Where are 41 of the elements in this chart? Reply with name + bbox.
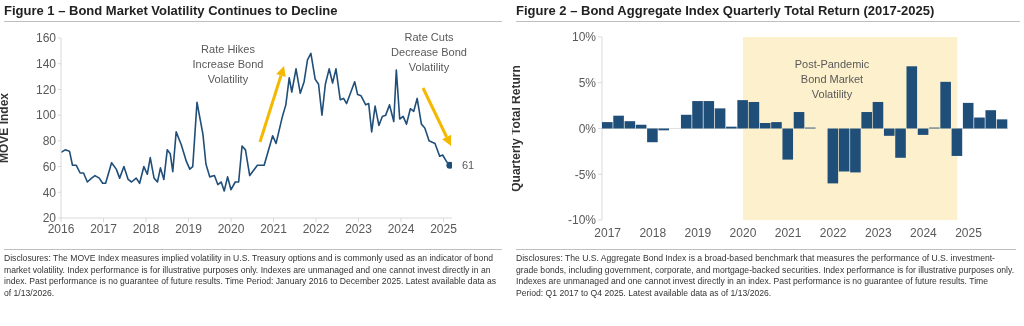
x-tick-label: 2024 [910, 225, 938, 240]
y-axis-title: Quarterly Total Return [509, 65, 524, 192]
y-tick-label: 40 [42, 185, 57, 200]
y-tick-label: 100 [35, 108, 57, 123]
chart-title: Figure 1 – Bond Market Volatility Continues to Decline [4, 3, 502, 22]
y-tick-label: 0% [578, 121, 597, 136]
x-tick-label: 2024 [387, 221, 415, 236]
x-tick-label: 2019 [684, 225, 712, 240]
x-tick-label: 2023 [345, 221, 373, 236]
y-tick-label: -10% [567, 213, 597, 228]
x-tick-label: 2017 [90, 221, 118, 236]
x-tick-label: 2018 [639, 225, 667, 240]
x-tick-label: 2017 [594, 225, 622, 240]
chart-title: Figure 2 – Bond Aggregate Index Quarterly Total Return (2017-2025) [516, 3, 1020, 22]
band-label: Post-Pandemic Bond Market Volatility [793, 57, 871, 102]
text: Disclosures: The U.S. Aggregate Bond Index is a broad-based benchmark that measures the performance of U.S. investment-grade bonds, including government, corporate, and mortgage-backed securities. Index performance is for illustrative purposes only. Indexes are unmanaged and one cannot invest directly in an index. Past performance is no guarantee of future results. Time Period: Q1 2017 to Q4 2025. Latest available data as of 1/13/2026. [516, 249, 1016, 299]
x-tick-label: 2018 [132, 221, 160, 236]
x-tick-label: 2016 [47, 221, 75, 236]
y-tick-label: 10% [571, 30, 597, 45]
y-axis-title: MOVE Index [0, 92, 12, 164]
text: Disclosures: The MOVE Index measures implied volatility in U.S. Treasury options and is commonly used as an indicator of bond market volatility. Index performance is for illustrative purposes only. Indexes are unmanaged and one cannot invest directly in an index. Past performance is no guarantee of future results. Time Period: January 2016 to December 2025. Latest available data as of 1/13/2026. [4, 249, 502, 299]
annotation: Rate Hikes Increase Bond Volatility [191, 42, 265, 87]
x-tick-label: 2023 [864, 225, 892, 240]
x-tick-label: 2025 [430, 221, 458, 236]
y-tick-label: 5% [578, 76, 597, 91]
annotation: Rate Cuts Decrease Bond Volatility [390, 30, 468, 75]
x-tick-label: 2022 [302, 221, 330, 236]
x-tick-label: 2021 [260, 221, 288, 236]
data-label: 61 [461, 159, 475, 172]
x-tick-label: 2022 [819, 225, 847, 240]
x-tick-label: 2020 [217, 221, 245, 236]
y-tick-label: 80 [42, 134, 57, 149]
y-tick-label: 60 [42, 159, 57, 174]
y-tick-label: 120 [35, 82, 57, 97]
y-tick-label: 160 [35, 31, 57, 46]
y-tick-label: -5% [574, 167, 597, 182]
y-tick-label: 140 [35, 56, 57, 71]
x-tick-label: 2025 [955, 225, 983, 240]
x-tick-label: 2019 [175, 221, 203, 236]
x-tick-label: 2021 [774, 225, 802, 240]
x-tick-label: 2020 [729, 225, 757, 240]
